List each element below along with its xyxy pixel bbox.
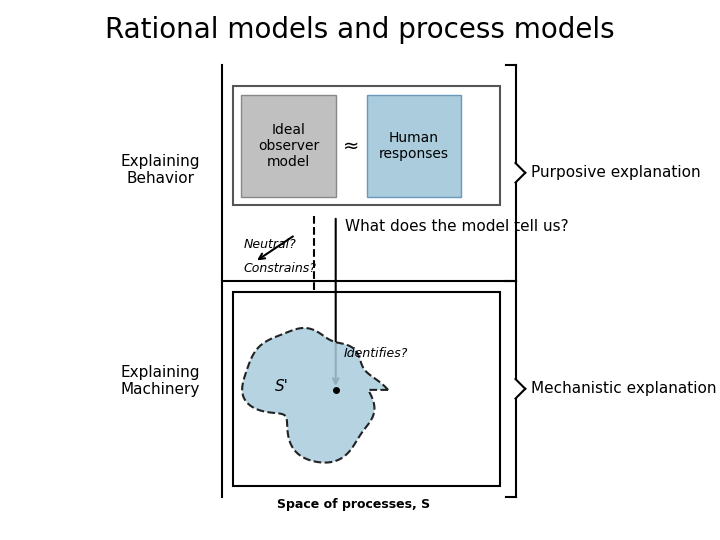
FancyBboxPatch shape xyxy=(366,94,462,197)
Text: Explaining
Machinery: Explaining Machinery xyxy=(120,364,200,397)
Text: Rational models and process models: Rational models and process models xyxy=(105,16,615,44)
FancyBboxPatch shape xyxy=(233,292,500,486)
Text: Explaining
Behavior: Explaining Behavior xyxy=(120,154,200,186)
Text: S': S' xyxy=(275,379,289,394)
Text: Human
responses: Human responses xyxy=(379,131,449,161)
Text: What does the model tell us?: What does the model tell us? xyxy=(346,219,569,234)
Polygon shape xyxy=(242,328,388,463)
FancyBboxPatch shape xyxy=(233,86,500,205)
Text: Space of processes, S: Space of processes, S xyxy=(276,498,430,511)
Text: Mechanistic explanation: Mechanistic explanation xyxy=(531,381,716,396)
Text: Ideal
observer
model: Ideal observer model xyxy=(258,123,319,169)
Text: Identifies?: Identifies? xyxy=(344,347,408,360)
Text: Constrains?: Constrains? xyxy=(244,262,317,275)
FancyBboxPatch shape xyxy=(241,94,336,197)
Text: Purposive explanation: Purposive explanation xyxy=(531,165,701,180)
Text: ≈: ≈ xyxy=(343,136,359,156)
Text: Neutral?: Neutral? xyxy=(244,238,297,251)
